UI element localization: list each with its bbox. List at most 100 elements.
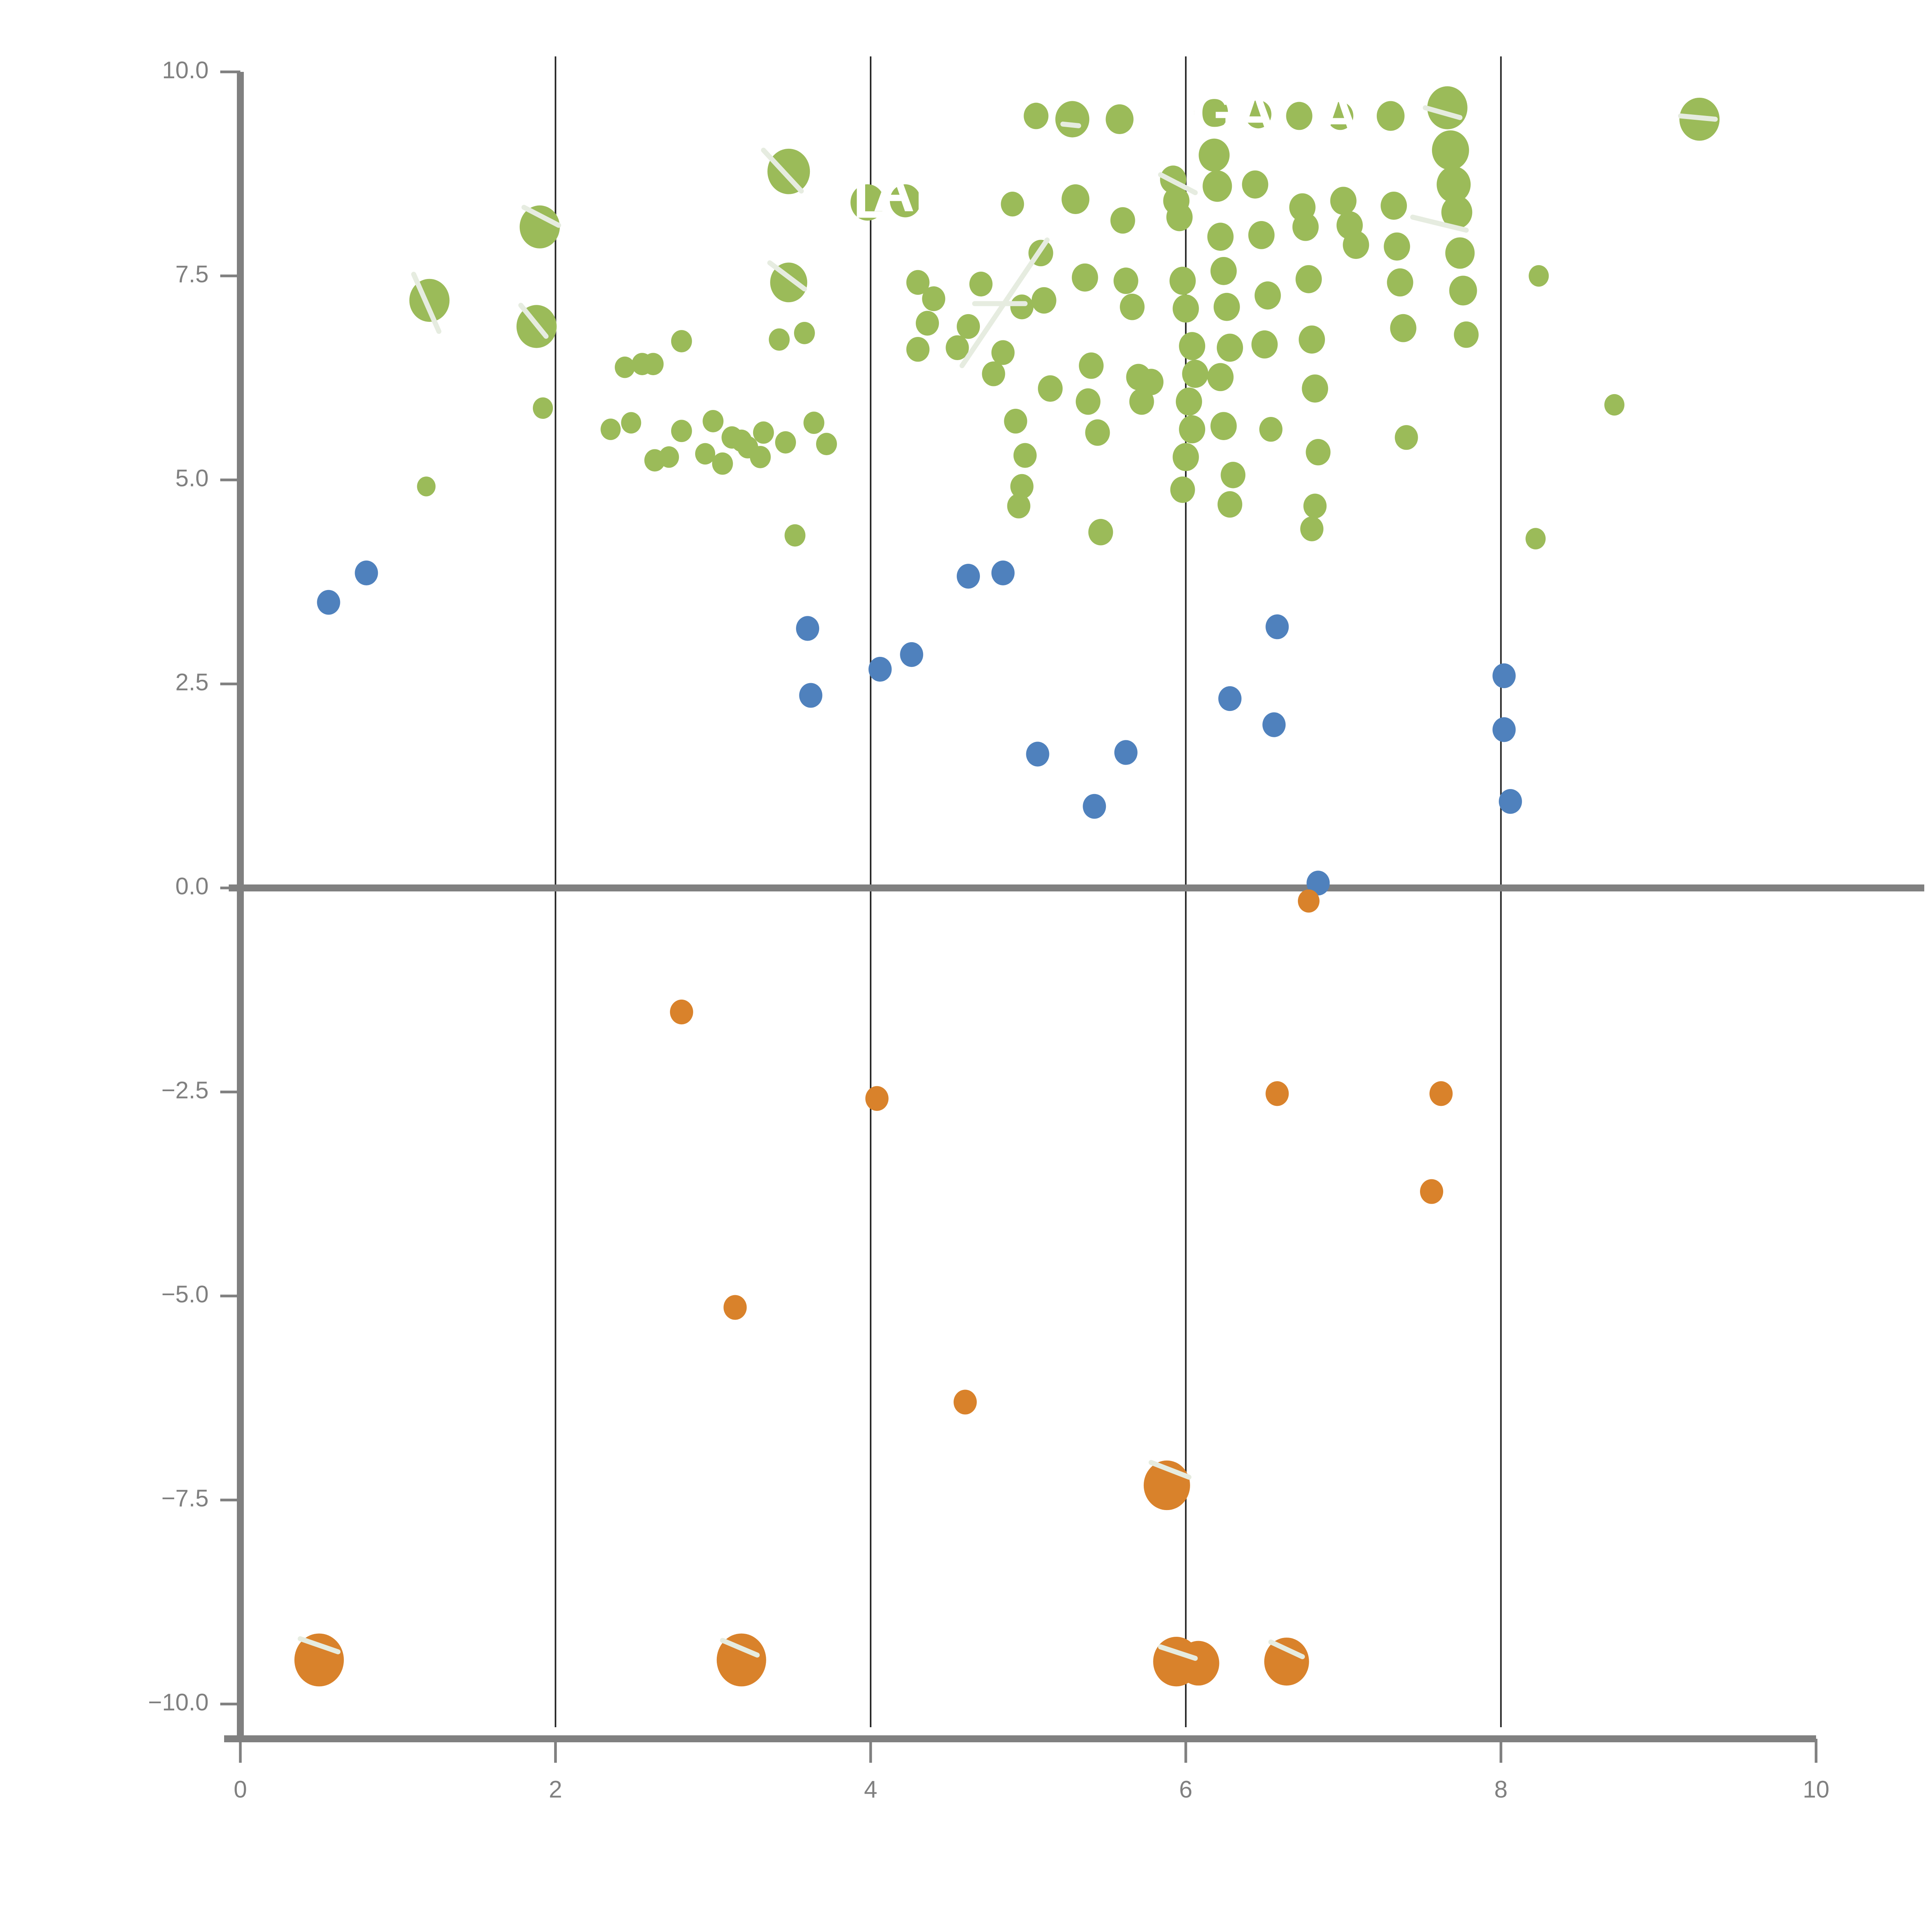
data-point[interactable] [803, 412, 825, 434]
data-point[interactable] [991, 560, 1015, 585]
data-point[interactable] [1207, 363, 1234, 391]
data-point[interactable] [1217, 491, 1242, 518]
data-point[interactable] [1013, 443, 1037, 468]
data-point[interactable] [695, 443, 716, 465]
data-point[interactable] [1254, 281, 1281, 310]
data-point[interactable] [750, 446, 771, 468]
data-point[interactable] [1302, 374, 1328, 403]
data-point[interactable] [1031, 287, 1056, 314]
data-point[interactable] [816, 433, 837, 455]
data-point[interactable] [1026, 742, 1049, 767]
data-point[interactable] [1120, 294, 1145, 320]
data-point[interactable] [1306, 871, 1330, 896]
data-point[interactable] [670, 999, 693, 1025]
data-point[interactable] [906, 337, 930, 362]
data-point[interactable] [1303, 493, 1327, 519]
data-point[interactable] [1210, 257, 1237, 285]
data-point[interactable] [1300, 516, 1324, 541]
data-point[interactable] [716, 1633, 766, 1687]
data-point[interactable] [1298, 889, 1320, 913]
data-point[interactable] [1384, 232, 1410, 261]
data-point[interactable] [799, 683, 823, 708]
data-point[interactable] [1024, 102, 1049, 129]
data-point[interactable] [1264, 1638, 1309, 1686]
data-point[interactable] [1038, 375, 1063, 402]
data-point[interactable] [900, 642, 923, 667]
data-point[interactable] [1604, 394, 1625, 416]
data-point[interactable] [957, 314, 980, 339]
data-point[interactable] [1114, 740, 1138, 765]
data-points[interactable] [294, 86, 1720, 1687]
data-point[interactable] [643, 353, 664, 375]
data-point[interactable] [1259, 417, 1283, 442]
data-point[interactable] [1437, 166, 1471, 203]
data-point[interactable] [1390, 314, 1417, 342]
data-point[interactable] [1248, 221, 1275, 249]
data-point[interactable] [1088, 519, 1113, 546]
data-point[interactable] [1395, 425, 1418, 450]
data-point[interactable] [519, 205, 560, 248]
data-point[interactable] [889, 184, 921, 218]
data-point[interactable] [671, 330, 692, 352]
data-point[interactable] [1001, 192, 1024, 217]
data-point[interactable] [1170, 476, 1195, 503]
data-point[interactable] [1299, 325, 1325, 354]
data-point[interactable] [1175, 387, 1202, 416]
data-point[interactable] [775, 431, 796, 454]
data-point[interactable] [1265, 614, 1289, 639]
data-point[interactable] [922, 286, 946, 311]
data-point[interactable] [1429, 1081, 1453, 1106]
data-point[interactable] [1221, 462, 1246, 488]
data-point[interactable] [1172, 443, 1199, 471]
data-point[interactable] [417, 476, 436, 497]
data-point[interactable] [1420, 1179, 1443, 1204]
data-point[interactable] [957, 564, 980, 589]
data-point[interactable] [1286, 102, 1313, 130]
data-point[interactable] [1179, 332, 1206, 361]
data-point[interactable] [753, 421, 774, 444]
data-point[interactable] [1166, 203, 1193, 231]
data-point[interactable] [1129, 388, 1154, 415]
data-point[interactable] [1079, 352, 1104, 379]
data-point[interactable] [1169, 267, 1196, 295]
data-point[interactable] [1004, 408, 1027, 434]
data-point[interactable] [1194, 94, 1228, 131]
data-point[interactable] [712, 452, 733, 475]
data-point[interactable] [906, 270, 930, 295]
data-point[interactable] [1113, 267, 1138, 294]
data-point[interactable] [1182, 360, 1209, 388]
data-point[interactable] [1218, 686, 1242, 711]
data-point[interactable] [767, 148, 810, 194]
data-point[interactable] [1085, 419, 1110, 446]
data-point[interactable] [1292, 213, 1319, 241]
data-point[interactable] [1330, 187, 1357, 215]
data-point[interactable] [1381, 191, 1407, 220]
data-point[interactable] [1343, 231, 1369, 259]
data-point[interactable] [982, 361, 1005, 386]
data-point[interactable] [1529, 265, 1549, 287]
data-point[interactable] [784, 524, 806, 547]
data-point[interactable] [1295, 265, 1322, 293]
data-point[interactable] [1492, 717, 1516, 742]
data-point[interactable] [1441, 196, 1473, 229]
data-point[interactable] [621, 412, 641, 434]
data-point[interactable] [355, 560, 378, 585]
data-point[interactable] [671, 420, 692, 442]
data-point[interactable] [1445, 237, 1475, 269]
data-point[interactable] [1179, 415, 1206, 444]
data-point[interactable] [1172, 294, 1199, 323]
data-point[interactable] [1199, 138, 1230, 172]
data-point[interactable] [1327, 102, 1354, 130]
data-point[interactable] [1010, 474, 1034, 499]
data-point[interactable] [769, 328, 790, 351]
data-point[interactable] [532, 397, 553, 419]
data-point[interactable] [1432, 130, 1469, 170]
data-point[interactable] [1213, 293, 1240, 321]
series-green[interactable] [409, 86, 1720, 549]
data-point[interactable] [1055, 101, 1090, 138]
data-point[interactable] [723, 1295, 747, 1320]
data-point[interactable] [1010, 294, 1034, 320]
data-point[interactable] [1110, 207, 1135, 234]
data-point[interactable] [1061, 184, 1090, 214]
series-orange[interactable] [294, 889, 1453, 1687]
